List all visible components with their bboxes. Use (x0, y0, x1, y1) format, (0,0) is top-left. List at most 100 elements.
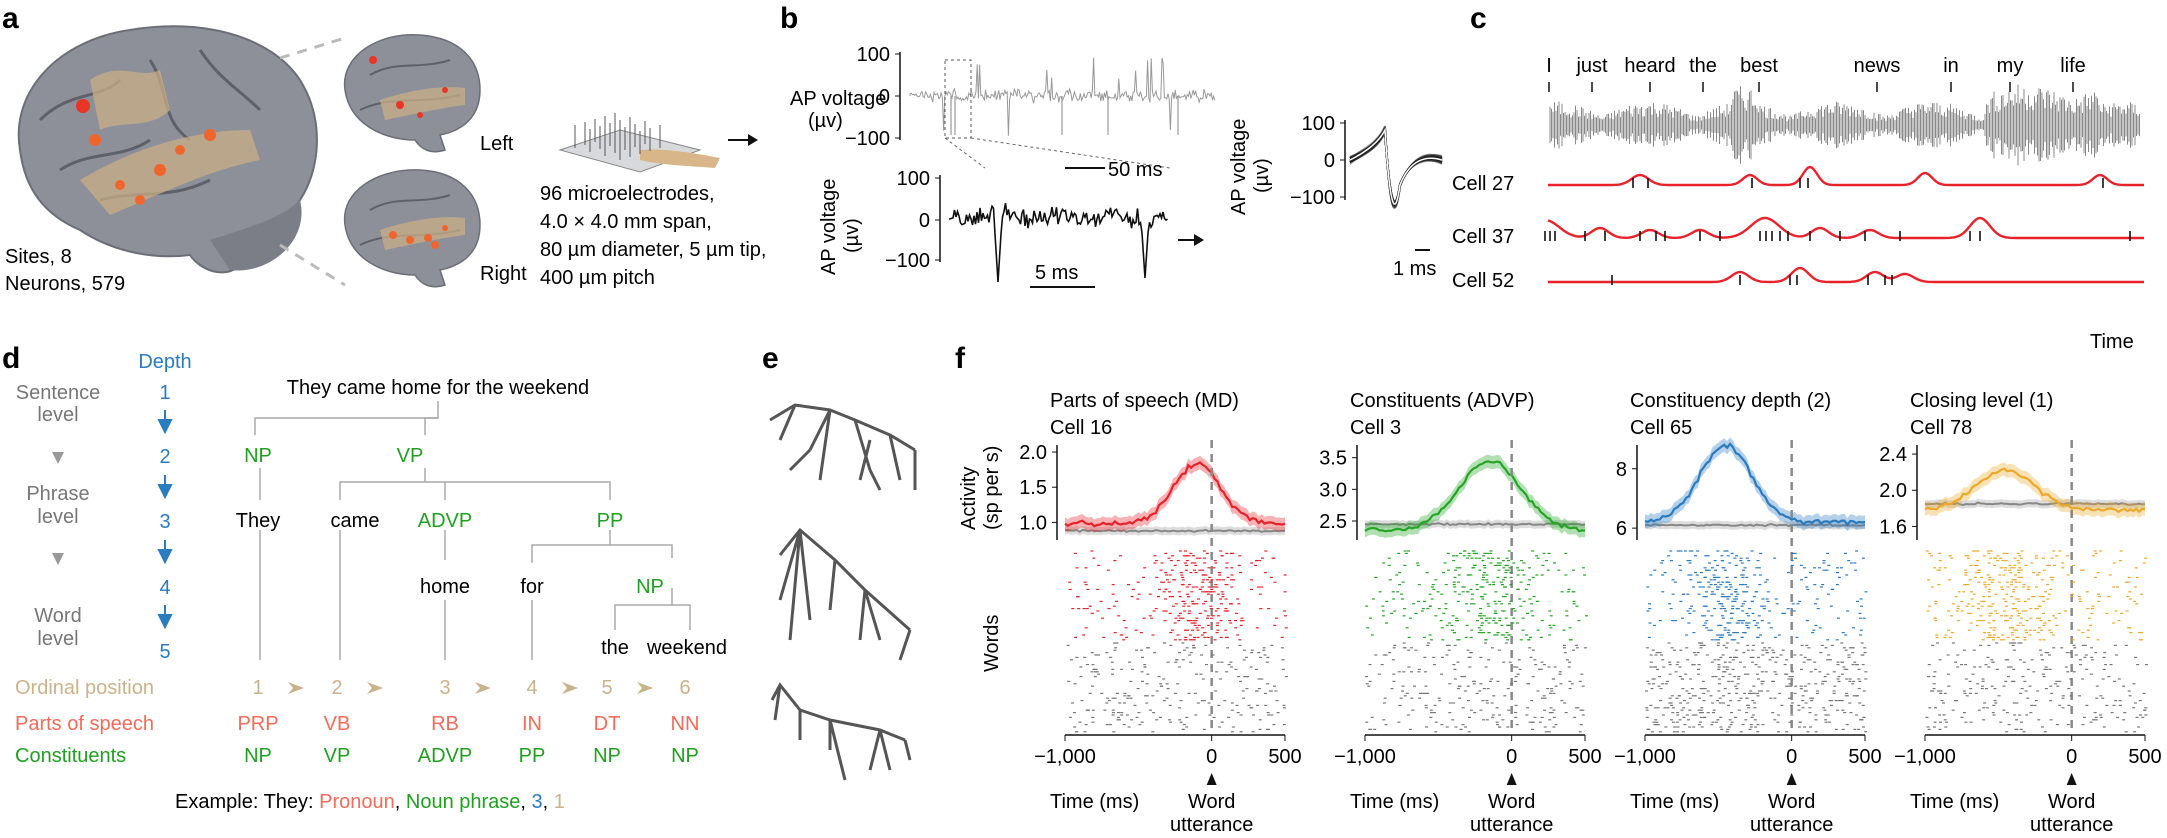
c-word-3: the (1689, 55, 1717, 77)
electrode-line-4: 400 µm pitch (540, 267, 655, 289)
b-ylabel-right-1: AP voltage (1228, 119, 1250, 215)
y-tick-label: 6 (1616, 518, 1627, 540)
waveform-sample (1349, 130, 1443, 205)
c-word-6: in (1943, 55, 1959, 77)
waveform-sample (1349, 129, 1443, 206)
y-tick-label: 1.0 (1019, 512, 1047, 534)
rate-curve-cell-27 (1548, 165, 2144, 187)
label-right: Right (480, 263, 527, 285)
response-line (1924, 467, 2146, 514)
d-example-prefix: Example: They: (175, 791, 319, 813)
pos-tag: VB (324, 713, 351, 735)
waveform-sample (1349, 129, 1443, 206)
d-level-word-1: Word (34, 605, 81, 627)
ordinal-position: 6 (679, 677, 690, 699)
d-row-const-label: Constituents (15, 745, 126, 767)
waveform-sample (1349, 125, 1443, 207)
x-tick-label: 500 (1268, 746, 1301, 768)
d-tree-vp: VP (397, 445, 424, 467)
panel-letter-e: e (762, 342, 779, 375)
d-level-word-2: level (37, 628, 78, 650)
b-ylabel-mid-1: AP voltage (818, 179, 840, 275)
zoom-trace-path (949, 203, 1168, 283)
response-band (1365, 454, 1585, 538)
spike-waveforms (1349, 125, 1443, 209)
x-tick-label: −1,000 (1614, 746, 1676, 768)
d-depth-5: 5 (159, 641, 170, 663)
c-cell-37: Cell 37 (1452, 226, 1514, 248)
constituent-tag: NP (593, 745, 621, 767)
panel-c: I just heard the best news in my life Ce… (1452, 55, 2144, 353)
brain-right-illustration (343, 169, 481, 288)
d-tree-np-inner: NP (636, 576, 664, 598)
word-label: Word (1768, 791, 1815, 813)
panel-letter-b: b (780, 2, 798, 35)
b-mid-tick-0: 0 (919, 210, 930, 232)
waveform-sample (1349, 129, 1443, 203)
x-tick-label: 0 (1206, 746, 1217, 768)
tree-shape-1 (769, 403, 917, 491)
y-tick-label: 2.5 (1319, 511, 1347, 533)
tree-shape-3 (770, 682, 912, 781)
cell-rate-curves (1544, 165, 2144, 285)
waveform-sample (1349, 128, 1443, 206)
x-axis-label: Time (ms) (1910, 791, 1999, 813)
d-depth-4: 4 (159, 577, 170, 599)
b-right-tick-m100: −100 (1290, 187, 1335, 209)
waveform-sample (1349, 127, 1443, 205)
y-tick-label: 3.0 (1319, 479, 1347, 501)
x-tick-label: −1,000 (1034, 746, 1096, 768)
waveform-sample (1349, 125, 1443, 206)
y-tick-label: 2.0 (1879, 480, 1907, 502)
word-onset-ticks (1548, 82, 2074, 92)
pos-tag: RB (431, 713, 459, 735)
label-left: Left (480, 133, 514, 155)
b-mid-tick-100: 100 (897, 168, 930, 190)
electrode-line-1: 96 microelectrodes, (540, 183, 715, 205)
waveform-sample (1349, 127, 1443, 208)
electrode-line-3: 80 µm diameter, 5 µm tip, (540, 239, 766, 261)
d-word-came: came (331, 510, 380, 532)
b-scale-5ms: 5 ms (1035, 262, 1078, 284)
f-ylabel-1: Activity (958, 467, 980, 530)
response-line (1064, 461, 1286, 528)
word-attribute-rows: 1 PRP NP 2 VB VP 3 RB ADVP 4 IN PP 5 DT NP 6 NN NP (237, 677, 699, 767)
d-example-pos: Pronoun (319, 791, 395, 813)
word-label: Word (1488, 791, 1535, 813)
d-example: Example: They: Pronoun, Noun phrase, 3, … (175, 791, 565, 813)
b-ylabel-mid-2: (µv) (841, 218, 863, 253)
c-cell-27: Cell 27 (1452, 173, 1514, 195)
utterance-arrowhead (1786, 773, 1797, 785)
waveform-sample (1349, 128, 1443, 204)
waveform-sample (1349, 128, 1443, 204)
waveform-sample (1349, 125, 1443, 206)
x-axis-label: Time (ms) (1350, 791, 1439, 813)
waveform-sample (1349, 130, 1443, 203)
waveform-sample (1349, 128, 1443, 205)
f-words-label: Words (981, 615, 1003, 672)
ordinal-arrow (367, 682, 383, 694)
zoom-trace (949, 203, 1168, 283)
constituent-tag: ADVP (418, 745, 472, 767)
waveform-sample (1349, 128, 1443, 204)
sites-count: Sites, 8 (5, 246, 72, 268)
panel-letter-f: f (955, 342, 966, 375)
b-ylabel-right-2: (µv) (1251, 158, 1273, 193)
constituent-tag: VP (324, 745, 351, 767)
waveform-sample (1349, 127, 1443, 205)
d-example-const: Noun phrase (406, 791, 521, 813)
c-word-8: life (2060, 55, 2086, 77)
d-level-phrase-1: Phrase (26, 483, 89, 505)
waveform-sample (1349, 125, 1443, 209)
panel-letter-a: a (2, 2, 19, 35)
d-row-ordinal-label: Ordinal position (15, 677, 154, 699)
b-top-tick-m100: −100 (845, 128, 890, 150)
baseline-line (1645, 522, 1866, 528)
d-tree-advp: ADVP (418, 510, 472, 532)
psth-panel-4: Closing level (1) Cell 782.4 2.0 1.6 −1,000 0… (1879, 390, 2162, 836)
constituent-tag: NP (671, 745, 699, 767)
c-word-7: my (1997, 55, 2024, 77)
ordinal-arrow (288, 682, 304, 694)
waveform-sample (1349, 130, 1443, 203)
waveform-sample (1349, 128, 1443, 203)
